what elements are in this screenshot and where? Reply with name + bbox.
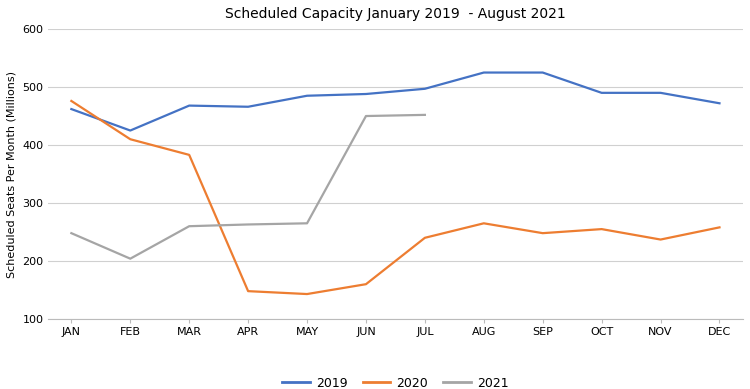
2019 bbox=[126, 128, 135, 133]
2020 bbox=[67, 99, 76, 103]
2021 bbox=[126, 256, 135, 261]
2019 bbox=[656, 91, 665, 95]
2020 bbox=[421, 235, 430, 240]
2019 bbox=[597, 91, 606, 95]
2021 bbox=[67, 231, 76, 235]
2021 bbox=[421, 112, 430, 117]
2020 bbox=[126, 137, 135, 142]
Y-axis label: Scheduled Seats Per Month (Millions): Scheduled Seats Per Month (Millions) bbox=[7, 70, 17, 277]
2019 bbox=[184, 103, 194, 108]
Title: Scheduled Capacity January 2019  - August 2021: Scheduled Capacity January 2019 - August… bbox=[225, 7, 566, 21]
Legend: 2019, 2020, 2021: 2019, 2020, 2021 bbox=[278, 371, 514, 389]
2019 bbox=[421, 86, 430, 91]
2020 bbox=[656, 237, 665, 242]
2020 bbox=[302, 292, 311, 296]
2019 bbox=[67, 107, 76, 111]
2021 bbox=[184, 224, 194, 229]
2019 bbox=[362, 92, 370, 96]
Line: 2021: 2021 bbox=[71, 115, 425, 259]
2019 bbox=[538, 70, 548, 75]
2021 bbox=[302, 221, 311, 226]
2020 bbox=[184, 152, 194, 157]
2019 bbox=[715, 101, 724, 105]
2019 bbox=[244, 104, 253, 109]
2021 bbox=[244, 222, 253, 227]
2021 bbox=[362, 114, 370, 118]
2019 bbox=[479, 70, 488, 75]
2019 bbox=[302, 93, 311, 98]
2020 bbox=[715, 225, 724, 230]
2020 bbox=[362, 282, 370, 287]
2020 bbox=[597, 227, 606, 231]
Line: 2020: 2020 bbox=[71, 101, 719, 294]
2020 bbox=[244, 289, 253, 293]
2020 bbox=[479, 221, 488, 226]
2020 bbox=[538, 231, 548, 235]
Line: 2019: 2019 bbox=[71, 72, 719, 131]
